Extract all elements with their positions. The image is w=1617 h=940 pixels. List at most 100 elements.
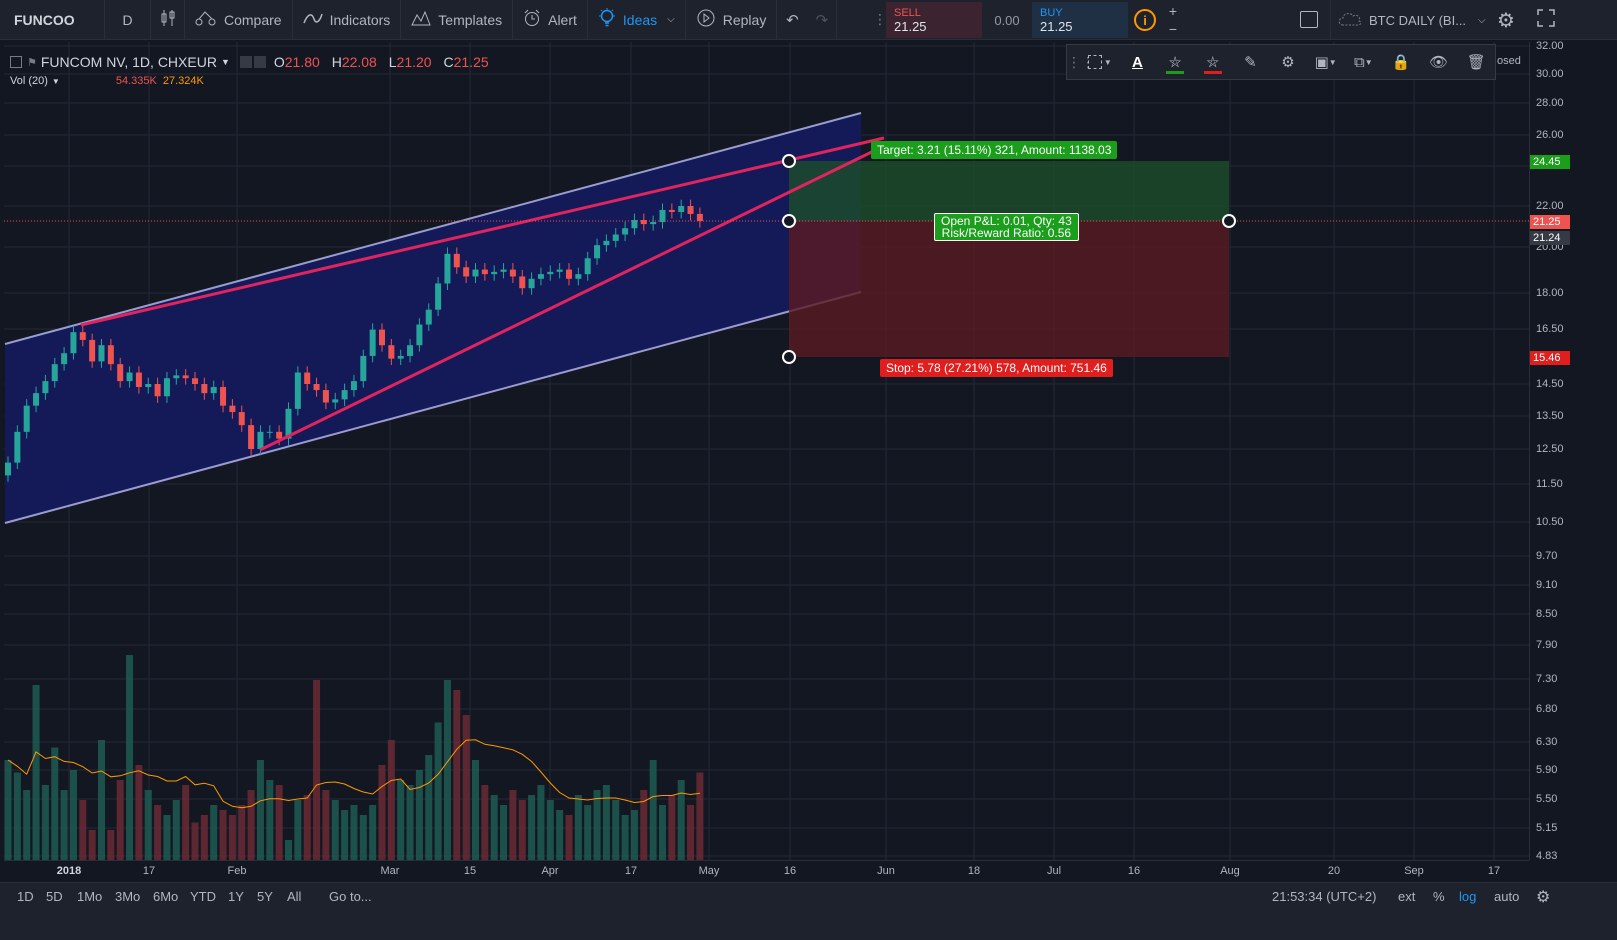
range-button-1y[interactable]: 1Y xyxy=(228,889,244,904)
replay-button[interactable]: Replay xyxy=(686,0,778,40)
hide-button[interactable]: 👁 xyxy=(1420,44,1458,80)
volume-title[interactable]: Vol (20) xyxy=(10,75,48,87)
indicators-button[interactable]: Indicators xyxy=(293,0,402,40)
volume-bar xyxy=(285,840,292,860)
quantity-minus-button[interactable]: − xyxy=(1168,21,1178,37)
volume-bar xyxy=(238,805,246,860)
volume-bar xyxy=(32,685,40,860)
position-end-handle[interactable] xyxy=(1222,214,1236,228)
fullscreen-square-button[interactable] xyxy=(1300,11,1318,28)
ideas-button[interactable]: Ideas ⌵ xyxy=(588,0,686,40)
volume-bar xyxy=(640,790,648,860)
range-button-5y[interactable]: 5Y xyxy=(257,889,273,904)
layout-button[interactable]: BTC DAILY (BI... ⌵ xyxy=(1330,0,1490,40)
time-axis-label: 18 xyxy=(967,865,981,877)
range-button-1d[interactable]: 1D xyxy=(17,889,34,904)
info-icon[interactable]: i xyxy=(1134,9,1156,31)
alert-button[interactable]: Alert xyxy=(513,0,588,40)
collapse-legend-button[interactable] xyxy=(10,56,22,68)
template-button[interactable]: ▼ xyxy=(1081,44,1119,80)
interval-button[interactable]: D xyxy=(105,0,151,40)
candles-icon xyxy=(160,9,176,30)
redo-button[interactable]: ↷ xyxy=(807,0,838,40)
auto-scale-toggle[interactable]: auto xyxy=(1494,889,1520,904)
candle-body xyxy=(528,278,535,289)
fill-color-2-button[interactable]: ⛦ xyxy=(1194,44,1232,80)
position-target-handle[interactable] xyxy=(782,154,796,168)
volume-add-icon[interactable] xyxy=(88,76,98,86)
extended-hours-toggle[interactable]: ext xyxy=(1398,889,1416,904)
candle-body xyxy=(650,222,657,225)
time-axis[interactable]: 2018 17 Feb Mar 15 Apr 17 May 16 Jun 18 Jul 16 Aug 20 S… xyxy=(4,860,1529,882)
range-button-all[interactable]: All xyxy=(287,889,302,904)
volume-bar xyxy=(490,795,498,860)
text-color-button[interactable]: A xyxy=(1119,44,1157,80)
flag-icon[interactable]: ⚑ xyxy=(27,56,37,69)
parallel-channel[interactable] xyxy=(5,113,861,523)
chart-pane[interactable] xyxy=(4,42,1529,860)
compare-button[interactable]: Compare xyxy=(185,0,293,40)
settings-gear-icon[interactable]: ⚙ xyxy=(1497,10,1515,32)
range-button-1mo[interactable]: 1Mo xyxy=(77,889,103,904)
volume-close-icon[interactable] xyxy=(98,76,108,86)
time-axis-label: Sep xyxy=(1404,865,1424,877)
price-axis-label: 18.00 xyxy=(1536,287,1564,299)
candle-body xyxy=(313,384,320,391)
clone-button[interactable]: ⧉ ▼ xyxy=(1353,53,1373,71)
range-button-ytd[interactable]: YTD xyxy=(190,889,216,904)
templates-button[interactable]: Templates xyxy=(401,0,514,40)
upper-trend-line[interactable] xyxy=(80,136,885,327)
fill-color-button[interactable]: ⛦ xyxy=(1156,44,1194,80)
volume-ma-value: 27.324K xyxy=(162,75,204,87)
log-scale-toggle[interactable]: log xyxy=(1459,889,1477,904)
range-button-3mo[interactable]: 3Mo xyxy=(115,889,141,904)
percent-scale-toggle[interactable]: % xyxy=(1433,889,1445,904)
visual-order-button[interactable]: ▣ ▼ xyxy=(1314,54,1337,71)
delete-button[interactable]: 🗑 xyxy=(1457,44,1495,80)
legend-title[interactable]: FUNCOM NV, 1D, CHXEUR xyxy=(40,54,217,70)
target-zone[interactable] xyxy=(789,161,1229,221)
channel-lower-line[interactable] xyxy=(4,291,862,524)
gear-icon[interactable]: ⚙ xyxy=(1536,889,1551,906)
trash-icon: 🗑 xyxy=(1466,54,1486,71)
line-color-button[interactable]: ✎ xyxy=(1232,44,1270,80)
volume-visibility-icon[interactable] xyxy=(68,76,78,86)
position-entry-handle[interactable] xyxy=(782,214,796,228)
ideas-label: Ideas xyxy=(622,11,658,28)
price-axis-label: 14.50 xyxy=(1536,378,1564,390)
symbol-search[interactable]: FUNCOO xyxy=(0,0,105,40)
legend-settings-icon[interactable] xyxy=(239,56,252,68)
volume-bar xyxy=(528,795,536,860)
volume-ma-line xyxy=(7,739,700,809)
undo-button[interactable]: ↶ xyxy=(777,0,807,40)
lock-button[interactable]: 🔒 xyxy=(1382,44,1420,80)
chart-type-button[interactable] xyxy=(151,0,185,40)
volume-bar xyxy=(60,790,68,860)
range-button-5d[interactable]: 5D xyxy=(46,889,63,904)
sell-button[interactable]: SELL 21.25 xyxy=(886,2,982,38)
range-button-6mo[interactable]: 6Mo xyxy=(153,889,179,904)
price-chart-canvas[interactable] xyxy=(4,42,1529,860)
legend-more-icon[interactable] xyxy=(253,56,266,68)
settings-button[interactable]: ⚙ xyxy=(1269,44,1307,80)
volume-bar xyxy=(668,795,676,860)
volume-bar xyxy=(593,790,601,860)
drag-handle-icon[interactable]: ⋮⋮ xyxy=(1067,53,1095,70)
buy-label: BUY xyxy=(1040,6,1063,19)
stop-zone[interactable] xyxy=(789,221,1229,357)
goto-date-button[interactable]: Go to... xyxy=(329,889,372,904)
channel-upper-line[interactable] xyxy=(4,112,862,345)
candle-body xyxy=(248,425,255,449)
price-axis[interactable]: 4.83 5.15 5.50 5.90 6.30 6.80 7.30 7.90 8.50 9.10… xyxy=(1529,40,1617,862)
maximize-icon[interactable] xyxy=(1537,9,1555,30)
position-stop-handle[interactable] xyxy=(782,350,796,364)
time-axis-label: 17 xyxy=(624,865,638,877)
volume-settings-icon[interactable] xyxy=(78,76,88,86)
buy-button[interactable]: BUY 21.25 xyxy=(1032,2,1128,38)
volume-bar xyxy=(79,800,87,860)
quantity-plus-button[interactable]: + xyxy=(1168,3,1178,19)
time-axis-label: 16 xyxy=(783,865,797,877)
candle-body xyxy=(435,283,442,310)
volume-bar xyxy=(415,770,423,860)
lower-trend-line[interactable] xyxy=(259,144,885,452)
